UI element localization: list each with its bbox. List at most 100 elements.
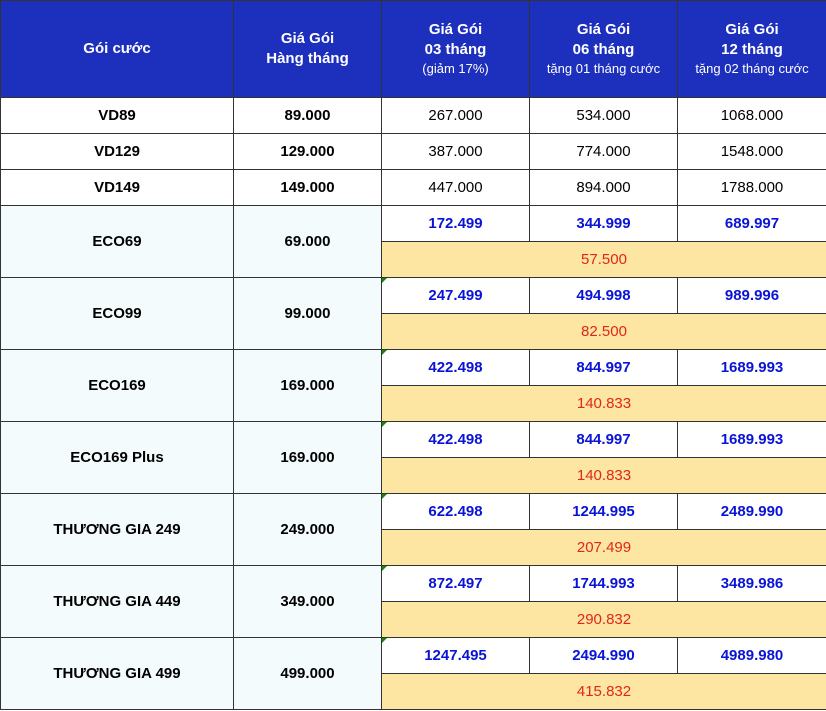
plan-3month-price: 622.498	[381, 493, 530, 530]
plan-3month-value: 422.498	[428, 359, 483, 376]
plan-name: VD129	[0, 133, 234, 170]
plan-3month-value: 172.499	[428, 215, 483, 232]
plan-12month-price: 3489.986	[677, 565, 826, 602]
plan-6month-price: 2494.990	[529, 637, 678, 674]
plan-3month-price: 422.498	[381, 349, 530, 386]
plan-3month-price: 387.000	[381, 133, 530, 170]
plan-6month-price: 894.000	[529, 169, 678, 206]
plan-3month-value: 872.497	[428, 575, 483, 592]
cell-marker-icon	[382, 566, 387, 571]
plan-12month-price: 989.996	[677, 277, 826, 314]
table-row: ECO99 99.000 247.499 494.998 989.996	[0, 277, 826, 350]
plan-6month-price: 344.999	[529, 205, 678, 242]
plan-6month-price: 844.997	[529, 421, 678, 458]
header-plan: Gói cước	[0, 0, 234, 98]
plan-6month-price: 1244.995	[529, 493, 678, 530]
plan-6month-price: 494.998	[529, 277, 678, 314]
plan-monthly-price: 99.000	[233, 277, 382, 350]
table-row-discount: 207.499	[1, 529, 826, 566]
table-row: VD149 149.000 447.000 894.000 1788.000	[0, 169, 826, 206]
plan-name: ECO169 Plus	[0, 421, 234, 494]
plan-3month-price: 447.000	[381, 169, 530, 206]
plan-12month-price: 2489.990	[677, 493, 826, 530]
header-3months-line1: Giá Gói	[428, 21, 483, 38]
plan-3month-price: 422.498	[381, 421, 530, 458]
plan-6month-price: 774.000	[529, 133, 678, 170]
plan-monthly-price: 149.000	[233, 169, 382, 206]
plan-discount: 140.833	[381, 457, 826, 494]
plan-12month-price: 689.997	[677, 205, 826, 242]
table-row-discount: 57.500	[1, 241, 826, 278]
header-monthly-line1: Giá Gói	[280, 30, 335, 47]
plan-6month-price: 844.997	[529, 349, 678, 386]
cell-marker-icon	[382, 638, 387, 643]
header-6months-line1: Giá Gói	[576, 21, 631, 38]
header-3months-sub: (giảm 17%)	[422, 61, 489, 76]
plan-12month-price: 1689.993	[677, 421, 826, 458]
plan-12month-price: 4989.980	[677, 637, 826, 674]
plan-name: ECO169	[0, 349, 234, 422]
header-3months: Giá Gói 03 tháng (giảm 17%)	[381, 0, 530, 98]
table-row-discount: 140.833	[1, 457, 826, 494]
plan-3month-price: 172.499	[381, 205, 530, 242]
plan-12month-price: 1788.000	[677, 169, 826, 206]
header-monthly-line2: Hàng tháng	[266, 50, 349, 67]
plan-discount: 82.500	[381, 313, 826, 350]
plan-6month-price: 534.000	[529, 97, 678, 134]
plan-discount: 290.832	[381, 601, 826, 638]
plan-12month-price: 1068.000	[677, 97, 826, 134]
header-6months-line2: 06 tháng	[572, 41, 635, 58]
plan-name: THƯƠNG GIA 249	[0, 493, 234, 566]
plan-6month-price: 1744.993	[529, 565, 678, 602]
table-row: ECO69 69.000 172.499 344.999 689.997	[0, 205, 826, 278]
plan-name: VD89	[0, 97, 234, 134]
plan-3month-value: 247.499	[428, 287, 483, 304]
plan-monthly-price: 89.000	[233, 97, 382, 134]
plan-name: VD149	[0, 169, 234, 206]
plan-monthly-price: 249.000	[233, 493, 382, 566]
table-row-discount: 415.832	[1, 673, 826, 710]
header-plan-label: Gói cước	[83, 40, 151, 57]
header-monthly: Giá Gói Hàng tháng	[233, 0, 382, 98]
header-6months-sub: tặng 01 tháng cước	[546, 61, 661, 76]
header-12months-line2: 12 tháng	[721, 41, 783, 58]
plan-name: ECO99	[0, 277, 234, 350]
plan-monthly-price: 129.000	[233, 133, 382, 170]
plan-discount: 57.500	[381, 241, 826, 278]
table-row: VD129 129.000 387.000 774.000 1548.000	[0, 133, 826, 170]
header-12months-sub: tặng 02 tháng cước	[695, 61, 809, 76]
plan-3month-value: 622.498	[428, 503, 483, 520]
plan-name: ECO69	[0, 205, 234, 278]
plan-3month-value: 422.498	[428, 431, 483, 448]
plan-3month-value: 1247.495	[424, 647, 487, 664]
plan-monthly-price: 349.000	[233, 565, 382, 638]
cell-marker-icon	[382, 422, 387, 427]
table-row: VD89 89.000 267.000 534.000 1068.000	[0, 97, 826, 134]
plan-monthly-price: 169.000	[233, 421, 382, 494]
table-row: ECO169 169.000 422.498 844.997 1689.993	[0, 349, 826, 422]
header-row: Gói cước Giá Gói Hàng tháng Giá Gói 03 t…	[0, 0, 826, 98]
plan-3month-price: 247.499	[381, 277, 530, 314]
plan-name: THƯƠNG GIA 499	[0, 637, 234, 710]
plan-monthly-price: 169.000	[233, 349, 382, 422]
table-row: ECO169 Plus 169.000 422.498 844.997 1689.993	[0, 421, 826, 494]
table-row: THƯƠNG GIA 449 349.000 872.497 1744.993 3489…	[0, 565, 826, 638]
plan-12month-price: 1548.000	[677, 133, 826, 170]
header-3months-line2: 03 tháng	[424, 41, 487, 58]
plan-12month-price: 1689.993	[677, 349, 826, 386]
cell-marker-icon	[382, 494, 387, 499]
plan-monthly-price: 69.000	[233, 205, 382, 278]
plan-discount: 207.499	[381, 529, 826, 566]
plan-3month-price: 1247.495	[381, 637, 530, 674]
plan-3month-price: 267.000	[381, 97, 530, 134]
table-row: THƯƠNG GIA 249 249.000 622.498 1244.995 2489…	[0, 493, 826, 566]
header-12months: Giá Gói 12 tháng tặng 02 tháng cước	[677, 0, 826, 98]
header-6months: Giá Gói 06 tháng tặng 01 tháng cước	[529, 0, 678, 98]
plan-discount: 415.832	[381, 673, 826, 710]
plan-monthly-price: 499.000	[233, 637, 382, 710]
cell-marker-icon	[382, 350, 387, 355]
cell-marker-icon	[382, 278, 387, 283]
plan-name: THƯƠNG GIA 449	[0, 565, 234, 638]
plan-discount: 140.833	[381, 385, 826, 422]
